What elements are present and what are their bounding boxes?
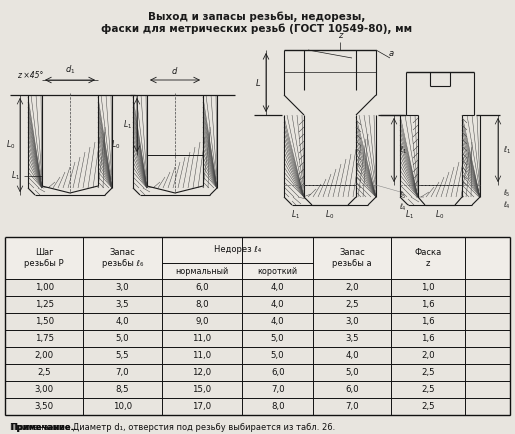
Text: z: z	[338, 32, 342, 40]
Text: Выход и запасы резьбы, недорезы,: Выход и запасы резьбы, недорезы,	[148, 12, 366, 23]
Text: Шаг
резьбы P: Шаг резьбы P	[24, 248, 64, 268]
Text: 2,5: 2,5	[346, 300, 359, 309]
Text: $L$: $L$	[255, 76, 261, 88]
Text: 8,5: 8,5	[115, 385, 129, 394]
Text: 11,0: 11,0	[193, 351, 212, 360]
Text: 11,0: 11,0	[193, 334, 212, 343]
Text: 17,0: 17,0	[193, 402, 212, 411]
Text: $d_1$: $d_1$	[65, 64, 75, 76]
Text: Примечание..: Примечание..	[10, 423, 77, 431]
Text: 2,00: 2,00	[35, 351, 54, 360]
Text: 6,0: 6,0	[195, 283, 209, 292]
Text: 2,5: 2,5	[421, 402, 435, 411]
Text: 4,0: 4,0	[271, 300, 284, 309]
Text: 7,0: 7,0	[271, 385, 284, 394]
Text: $\ell_1$: $\ell_1$	[503, 144, 511, 156]
Text: 7,0: 7,0	[346, 402, 359, 411]
Text: 4,0: 4,0	[346, 351, 359, 360]
Text: $\ell_4$: $\ell_4$	[503, 199, 511, 210]
Text: 12,0: 12,0	[193, 368, 212, 377]
Text: 8,0: 8,0	[271, 402, 284, 411]
Text: 5,5: 5,5	[115, 351, 129, 360]
Text: $L_1$: $L_1$	[11, 170, 20, 182]
Text: $d$: $d$	[171, 65, 179, 76]
Text: 2,5: 2,5	[421, 385, 435, 394]
Text: 9,0: 9,0	[195, 317, 209, 326]
Text: $L_1$: $L_1$	[123, 119, 132, 131]
Text: 1,25: 1,25	[35, 300, 54, 309]
Text: 10,0: 10,0	[113, 402, 132, 411]
Text: 3,0: 3,0	[346, 317, 359, 326]
Text: $L_0$: $L_0$	[111, 139, 120, 151]
Text: z ×45°: z ×45°	[17, 70, 43, 79]
Text: Примечание..: Примечание..	[10, 423, 77, 431]
Text: 15,0: 15,0	[193, 385, 212, 394]
Text: 1,50: 1,50	[35, 317, 54, 326]
Text: $L_0$: $L_0$	[435, 209, 444, 221]
Text: $\ell_1$: $\ell_1$	[399, 144, 407, 156]
Text: $L_1$: $L_1$	[291, 209, 301, 221]
Text: 4,0: 4,0	[115, 317, 129, 326]
Text: $a$: $a$	[388, 49, 394, 59]
Text: Фаска
z: Фаска z	[414, 248, 441, 268]
Text: Запас
резьбы ℓ₆: Запас резьбы ℓ₆	[102, 248, 143, 268]
Text: 8,0: 8,0	[195, 300, 209, 309]
Text: $\ell_5$: $\ell_5$	[503, 187, 511, 199]
Text: короткий: короткий	[258, 266, 298, 276]
Text: фаски для метрических резьб (ГОСТ 10549-80), мм: фаски для метрических резьб (ГОСТ 10549-…	[101, 23, 413, 33]
Text: 1,0: 1,0	[421, 283, 435, 292]
Text: 1,00: 1,00	[35, 283, 54, 292]
Text: 5,0: 5,0	[346, 368, 359, 377]
Text: $\ell_4$: $\ell_4$	[399, 201, 407, 213]
Text: 5,0: 5,0	[271, 334, 284, 343]
Text: Недорез ℓ₄: Недорез ℓ₄	[214, 246, 261, 254]
Text: 4,0: 4,0	[271, 283, 284, 292]
Text: 3,00: 3,00	[35, 385, 54, 394]
Text: Примечание.. Диаметр d₁, отверстия под резьбу выбирается из табл. 26.: Примечание.. Диаметр d₁, отверстия под р…	[10, 423, 335, 431]
Text: 3,50: 3,50	[35, 402, 54, 411]
Text: $L_0$: $L_0$	[6, 139, 15, 151]
Text: 1,6: 1,6	[421, 334, 435, 343]
Text: 5,0: 5,0	[115, 334, 129, 343]
Text: 2,0: 2,0	[346, 283, 359, 292]
Text: 1,75: 1,75	[35, 334, 54, 343]
Text: Запас
резьбы a: Запас резьбы a	[332, 248, 372, 268]
Text: 5,0: 5,0	[271, 351, 284, 360]
Text: 6,0: 6,0	[346, 385, 359, 394]
Text: $\ell_5$: $\ell_5$	[399, 189, 407, 201]
Bar	[5, 237, 510, 279]
Text: 3,0: 3,0	[115, 283, 129, 292]
Text: 3,5: 3,5	[115, 300, 129, 309]
Text: $L_0$: $L_0$	[325, 209, 335, 221]
Text: нормальный: нормальный	[175, 266, 229, 276]
Text: 3,5: 3,5	[346, 334, 359, 343]
Text: 1,6: 1,6	[421, 300, 435, 309]
Text: $L_1$: $L_1$	[405, 209, 415, 221]
Text: 6,0: 6,0	[271, 368, 284, 377]
Text: 2,5: 2,5	[421, 368, 435, 377]
Text: 4,0: 4,0	[271, 317, 284, 326]
Text: 7,0: 7,0	[115, 368, 129, 377]
Text: 2,0: 2,0	[421, 351, 435, 360]
Text: 2,5: 2,5	[37, 368, 51, 377]
Text: 1,6: 1,6	[421, 317, 435, 326]
